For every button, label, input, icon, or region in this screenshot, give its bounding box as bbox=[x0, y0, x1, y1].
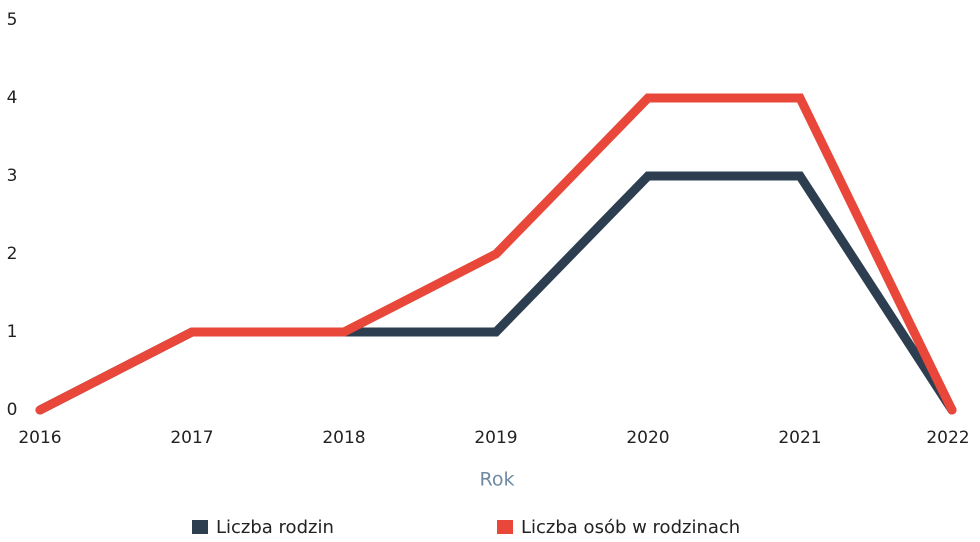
y-tick-label: 2 bbox=[7, 244, 18, 264]
line bbox=[35, 93, 957, 415]
y-tick-label: 5 bbox=[7, 10, 18, 30]
x-tick-label: 2018 bbox=[322, 428, 365, 448]
x-tick-label: 2022 bbox=[926, 428, 969, 448]
x-tick-label: 2016 bbox=[18, 428, 61, 448]
x-tick-label: 2021 bbox=[778, 428, 821, 448]
y-tick-label: 1 bbox=[7, 322, 18, 342]
y-tick-label: 3 bbox=[7, 166, 18, 186]
x-axis-title: Rok bbox=[480, 469, 515, 491]
legend-text: Liczba osób w rodzinach bbox=[521, 517, 740, 538]
y-tick-label: 4 bbox=[7, 88, 18, 108]
legend-swatch bbox=[192, 520, 208, 534]
legend-text: Liczba rodzin bbox=[216, 517, 334, 538]
x-tick-label: 2020 bbox=[626, 428, 669, 448]
line bbox=[35, 171, 957, 415]
y-tick-label: 0 bbox=[7, 400, 18, 420]
legend-swatch bbox=[497, 520, 513, 534]
x-tick-label: 2017 bbox=[170, 428, 213, 448]
x-tick-label: 2019 bbox=[474, 428, 517, 448]
